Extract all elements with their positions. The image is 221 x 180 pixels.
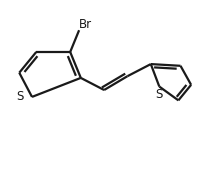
Text: S: S (156, 88, 163, 101)
Text: S: S (17, 90, 24, 103)
Text: Br: Br (79, 18, 92, 31)
